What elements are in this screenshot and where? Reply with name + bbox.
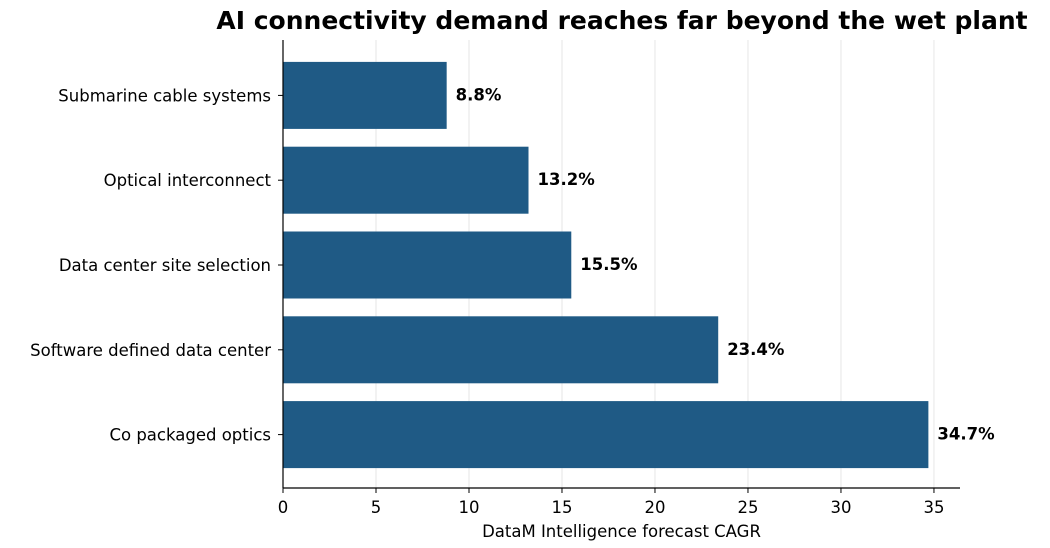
y-tick-label: Co packaged optics: [109, 426, 271, 445]
x-tick-label: 10: [458, 498, 479, 517]
bar: [283, 231, 572, 299]
y-tick-label: Data center site selection: [59, 256, 271, 275]
x-tick-label: 30: [830, 498, 851, 517]
bar: [283, 401, 929, 469]
y-tick-label: Optical interconnect: [104, 171, 272, 190]
data-label: 23.4%: [727, 340, 785, 359]
x-tick-label: 25: [737, 498, 758, 517]
bars: [283, 61, 929, 469]
chart-title: AI connectivity demand reaches far beyon…: [216, 6, 1028, 35]
bar: [283, 61, 447, 129]
labels: Submarine cable systems 8.8% Optical inter…: [30, 85, 995, 541]
x-axis-label: DataM Intelligence forecast CAGR: [482, 522, 761, 541]
x-tick-label: 15: [551, 498, 572, 517]
x-tick-label: 35: [923, 498, 944, 517]
x-tick-label: 20: [644, 498, 665, 517]
data-label: 15.5%: [580, 255, 638, 274]
bar: [283, 146, 529, 214]
data-label: 8.8%: [456, 85, 502, 104]
bar: [283, 316, 719, 384]
y-tick-label: Software defined data center: [30, 341, 271, 360]
data-label: 34.7%: [937, 425, 995, 444]
axes: [278, 40, 960, 493]
y-tick-label: Submarine cable systems: [58, 86, 271, 105]
x-tick-label: 0: [278, 498, 289, 517]
data-label: 13.2%: [538, 170, 596, 189]
x-tick-label: 5: [371, 498, 382, 517]
